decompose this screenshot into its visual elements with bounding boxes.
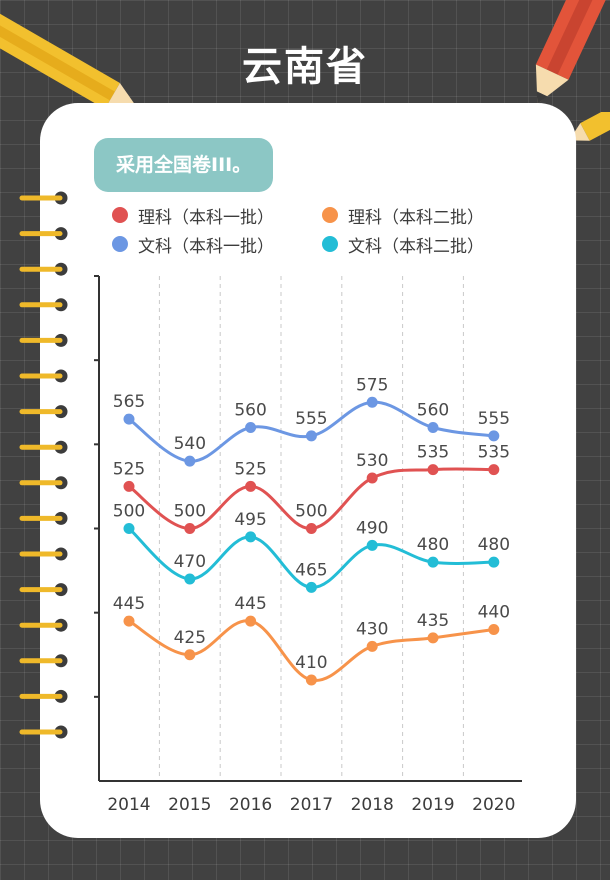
data-label: 525 [234, 459, 266, 479]
data-point [427, 422, 439, 433]
notebook-rings [19, 191, 68, 739]
data-label: 535 [417, 443, 449, 463]
data-label: 565 [113, 392, 145, 412]
data-point [123, 480, 135, 492]
data-label: 540 [174, 434, 206, 454]
data-label: 530 [356, 451, 388, 471]
data-label: 495 [234, 510, 266, 530]
x-tick-label: 2019 [411, 795, 454, 815]
legend-dot-icon [112, 236, 128, 252]
data-point [488, 624, 500, 635]
data-label: 480 [478, 535, 510, 555]
data-label: 445 [113, 594, 145, 614]
data-label: 445 [234, 594, 266, 614]
data-label: 555 [478, 409, 510, 429]
legend-dot-icon [322, 207, 338, 223]
legend-label: 文科（本科二批） [348, 236, 484, 257]
data-point [123, 615, 135, 627]
legend-item-series-2: 理科（本科二批） [322, 203, 484, 228]
legend-label: 文科（本科一批） [138, 236, 274, 257]
x-tick-label: 2017 [290, 795, 333, 815]
data-label: 430 [356, 619, 388, 639]
data-label: 410 [295, 653, 327, 673]
x-tick-label: 2018 [351, 795, 394, 815]
data-point [366, 539, 378, 551]
legend-label: 理科（本科二批） [348, 207, 484, 228]
data-label: 560 [417, 401, 449, 421]
data-point [488, 464, 500, 476]
data-point [245, 531, 257, 543]
data-point [184, 573, 196, 585]
data-label: 480 [417, 535, 449, 555]
x-tick-label: 2016 [229, 795, 272, 815]
data-label: 575 [356, 375, 388, 395]
data-point [427, 632, 439, 644]
x-tick-label: 2020 [472, 795, 515, 815]
data-label: 500 [295, 502, 327, 522]
data-label: 440 [478, 603, 510, 623]
x-tick-label: 2014 [107, 795, 150, 815]
data-point [427, 556, 439, 568]
legend-dot-icon [112, 207, 128, 223]
data-label: 435 [417, 611, 449, 631]
legend-item-series-3: 文科（本科一批） [112, 232, 274, 257]
data-label: 560 [234, 401, 266, 421]
data-label: 425 [174, 628, 206, 648]
data-label: 535 [478, 443, 510, 463]
data-point [245, 422, 257, 433]
data-point [366, 396, 378, 408]
data-label: 555 [295, 409, 327, 429]
data-label: 490 [356, 518, 388, 538]
data-point [245, 615, 257, 627]
data-point [305, 581, 317, 593]
data-point [366, 472, 378, 484]
data-point [488, 556, 500, 568]
data-point [123, 523, 135, 534]
pencil-right-icon [535, 0, 610, 104]
data-point [366, 640, 378, 652]
data-point [184, 649, 196, 661]
subtitle-badge: 采用全国卷III。 [94, 138, 274, 192]
data-label: 470 [174, 552, 206, 572]
legend-item-series-4: 文科（本科二批） [322, 232, 484, 257]
x-tick-label: 2015 [168, 795, 211, 815]
data-point [184, 523, 196, 534]
page-title: 云南省 [242, 44, 368, 90]
legend-dot-icon [322, 236, 338, 252]
data-point [305, 430, 317, 442]
data-label: 465 [295, 560, 327, 580]
data-point [427, 464, 439, 476]
legend-label: 理科（本科一批） [138, 207, 274, 228]
data-label: 525 [113, 459, 145, 479]
legend-item-series-1: 理科（本科一批） [112, 203, 274, 228]
data-point [305, 674, 317, 686]
data-point [123, 413, 135, 425]
data-point [184, 455, 196, 467]
data-point [245, 480, 257, 492]
data-label: 500 [113, 502, 145, 522]
data-point [488, 430, 500, 442]
data-label: 500 [174, 502, 206, 522]
data-point [305, 523, 317, 534]
